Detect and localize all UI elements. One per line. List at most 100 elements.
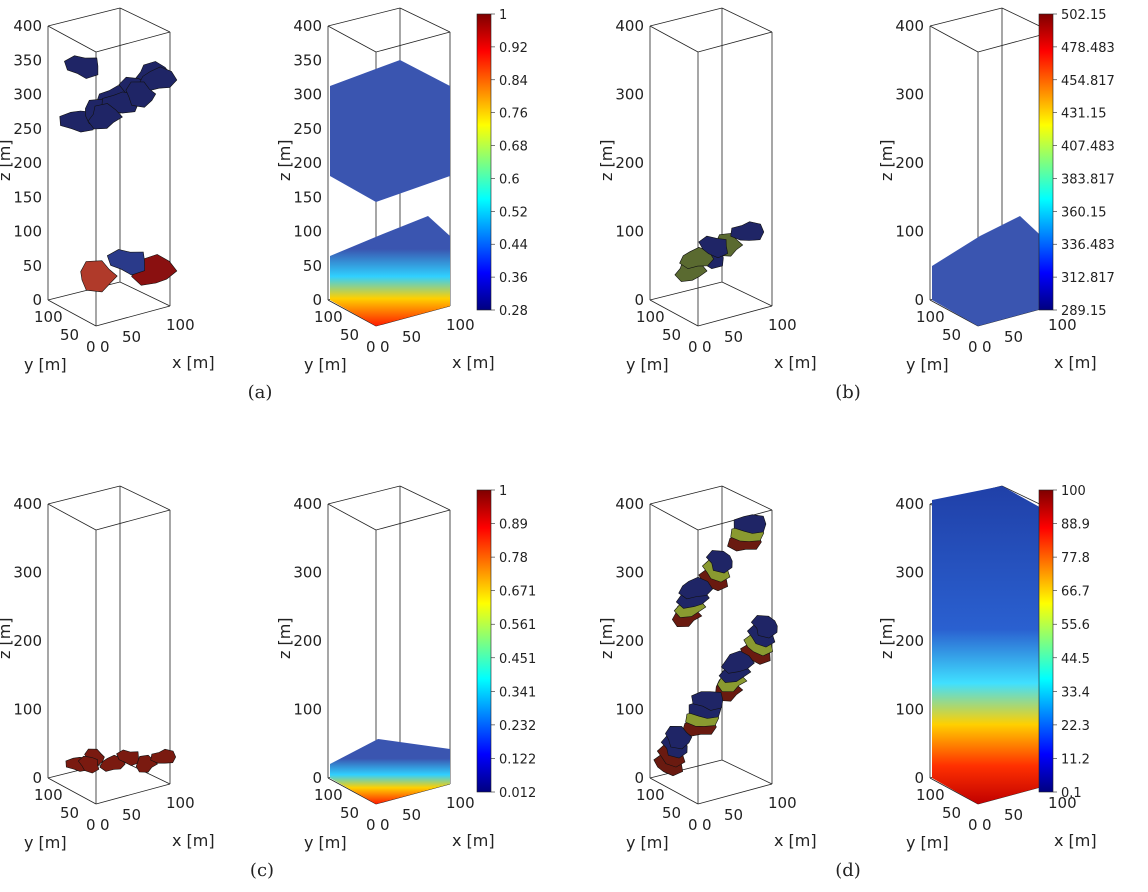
z-axis-label: z [m] xyxy=(597,139,616,181)
x-axis-label: x [m] xyxy=(1054,831,1097,850)
x-axis-label: x [m] xyxy=(172,353,215,372)
x-tick-label: 50 xyxy=(1004,328,1023,346)
colorbar-label: 0.36 xyxy=(499,271,528,286)
box-edge xyxy=(327,485,401,505)
z-tick-label: 0 xyxy=(312,291,322,309)
z-tick-label: 100 xyxy=(13,701,42,719)
z-axis-label: z [m] xyxy=(877,617,896,659)
box-edge xyxy=(327,299,377,327)
z-tick-label: 200 xyxy=(13,632,42,650)
z-tick-label: 100 xyxy=(13,223,42,241)
colorbar-label: 0.451 xyxy=(499,652,536,667)
x-axis-label: x [m] xyxy=(452,831,495,850)
y-axis-label: y [m] xyxy=(24,355,67,374)
box-edge xyxy=(327,7,401,27)
y-tick-label: 0 xyxy=(688,816,698,834)
colorbar xyxy=(1038,13,1054,311)
panel-label: (c) xyxy=(250,860,274,881)
box-edge xyxy=(649,25,699,53)
colorbar-label: 0.89 xyxy=(499,518,528,533)
colorbar-label: 0.6 xyxy=(499,172,520,187)
colorbar xyxy=(476,13,492,311)
z-tick-label: 300 xyxy=(615,564,644,582)
panel-label: (b) xyxy=(835,382,861,403)
box-edge xyxy=(929,299,979,327)
box-edge xyxy=(929,777,979,805)
colorbar-label: 289.15 xyxy=(1061,304,1107,319)
y-axis-label: y [m] xyxy=(626,355,669,374)
y-tick-label: 50 xyxy=(60,804,79,822)
x-tick-label: 50 xyxy=(122,328,141,346)
box-edge xyxy=(375,509,451,531)
fracture-patch xyxy=(678,576,713,600)
x-tick-label: 100 xyxy=(446,316,475,334)
z-tick-label: 300 xyxy=(293,86,322,104)
y-tick-label: 0 xyxy=(86,338,96,356)
fracture-patch xyxy=(80,260,118,293)
colorbar-label: 77.8 xyxy=(1061,551,1090,566)
x-axis-label: x [m] xyxy=(774,831,817,850)
z-tick-label: 200 xyxy=(293,632,322,650)
z-axis-label: z [m] xyxy=(597,617,616,659)
z-tick-label: 200 xyxy=(615,632,644,650)
fracture-patch xyxy=(691,691,724,711)
x-tick-label: 0 xyxy=(100,338,110,356)
box-edge xyxy=(95,783,171,805)
x-tick-label: 100 xyxy=(768,794,797,812)
x-tick-label: 0 xyxy=(982,338,992,356)
colorbar-label: 0.012 xyxy=(499,786,536,801)
y-tick-label: 100 xyxy=(34,786,63,804)
x-axis-label: x [m] xyxy=(774,353,817,372)
z-tick-label: 100 xyxy=(615,223,644,241)
z-tick-label: 200 xyxy=(895,154,924,172)
box-edge xyxy=(721,7,773,33)
y-axis-label: y [m] xyxy=(906,833,949,852)
z-tick-label: 350 xyxy=(293,51,322,69)
fracture-patch xyxy=(106,249,145,276)
z-tick-label: 0 xyxy=(312,769,322,787)
box-edge xyxy=(697,783,773,805)
y-tick-label: 100 xyxy=(314,786,343,804)
box-edge xyxy=(47,485,121,505)
x-tick-label: 100 xyxy=(1048,316,1077,334)
box-edge xyxy=(399,485,451,511)
y-tick-label: 50 xyxy=(340,326,359,344)
x-tick-label: 100 xyxy=(446,794,475,812)
box-edge xyxy=(47,7,121,27)
z-tick-label: 50 xyxy=(23,257,42,275)
colorbar-label: 55.6 xyxy=(1061,618,1090,633)
volume-region xyxy=(330,739,450,804)
volume-region xyxy=(330,216,450,326)
x-tick-label: 100 xyxy=(166,316,195,334)
box-edge xyxy=(119,281,171,307)
z-tick-label: 0 xyxy=(32,769,42,787)
y-tick-label: 100 xyxy=(916,308,945,326)
box-edge xyxy=(47,25,97,53)
x-tick-label: 100 xyxy=(166,794,195,812)
box-edge xyxy=(721,485,773,511)
box-edge xyxy=(327,25,377,53)
box-edge xyxy=(399,7,451,33)
x-tick-label: 0 xyxy=(380,338,390,356)
colorbar-label: 33.4 xyxy=(1061,685,1090,700)
z-axis-label: z [m] xyxy=(275,617,294,659)
colorbar-label: 0.68 xyxy=(499,140,528,155)
z-tick-label: 300 xyxy=(895,564,924,582)
box-edge xyxy=(47,777,97,805)
x-tick-label: 0 xyxy=(702,338,712,356)
box-edge xyxy=(721,759,773,785)
z-tick-label: 100 xyxy=(615,701,644,719)
z-tick-label: 300 xyxy=(293,564,322,582)
box-edge xyxy=(929,25,979,53)
colorbar-label: 312.817 xyxy=(1061,271,1115,286)
z-tick-label: 150 xyxy=(13,188,42,206)
z-tick-label: 0 xyxy=(634,769,644,787)
y-tick-label: 50 xyxy=(942,804,961,822)
colorbar-label: 383.817 xyxy=(1061,172,1115,187)
colorbar-label: 454.817 xyxy=(1061,74,1115,89)
z-tick-label: 400 xyxy=(895,17,924,35)
